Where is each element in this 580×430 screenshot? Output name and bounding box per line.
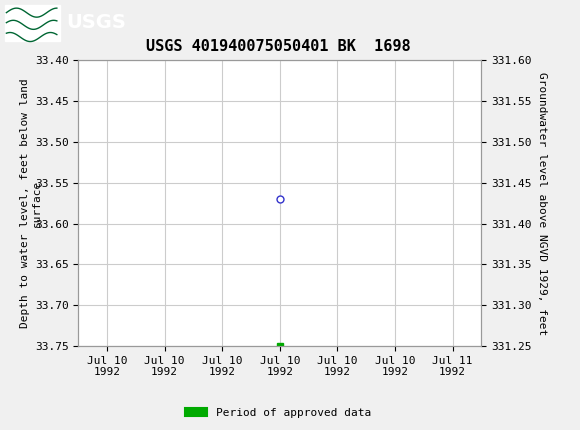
Y-axis label: Depth to water level, feet below land
surface: Depth to water level, feet below land su… — [20, 78, 41, 328]
Text: USGS 401940075050401 BK  1698: USGS 401940075050401 BK 1698 — [146, 39, 411, 54]
Text: USGS: USGS — [67, 13, 126, 32]
Bar — [5, 4, 60, 41]
Legend: Period of approved data: Period of approved data — [181, 403, 376, 422]
Y-axis label: Groundwater level above NGVD 1929, feet: Groundwater level above NGVD 1929, feet — [537, 71, 547, 335]
